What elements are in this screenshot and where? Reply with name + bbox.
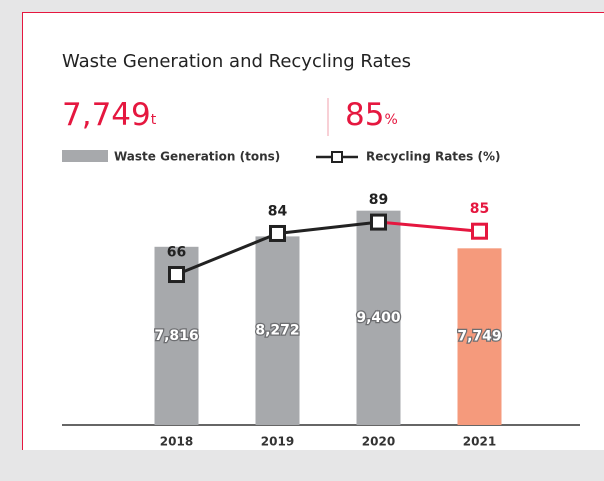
bar-value-label: 7,816 [154,328,198,344]
legend-swatch [62,150,108,162]
bar-value-label: 9,400 [356,310,401,326]
legend-label: Recycling Rates (%) [366,150,501,164]
line-value-label: 89 [369,192,388,208]
line-marker [372,215,386,229]
x-tick-label: 2019 [261,435,294,449]
headline-unit: t [151,112,157,128]
line-value-label: 85 [470,201,489,217]
bar-value-label: 7,749 [457,329,501,345]
line-value-label: 66 [167,245,186,261]
line-marker [271,226,285,240]
legend-label: Waste Generation (tons) [114,150,280,164]
card [22,12,604,450]
headline: 7,749t [62,97,157,133]
x-tick-label: 2021 [463,435,496,449]
headline-value: 7,749 [62,97,151,133]
legend-marker [332,152,342,162]
line-marker [170,268,184,282]
line-marker [473,224,487,238]
line-value-label: 84 [268,203,288,219]
rate-value: 85 [345,97,384,133]
bar-value-label: 8,272 [255,323,299,339]
x-tick-label: 2018 [160,435,193,449]
rate-unit: % [384,112,397,128]
x-tick-label: 2020 [362,435,395,449]
chart-title: Waste Generation and Recycling Rates [62,51,411,72]
